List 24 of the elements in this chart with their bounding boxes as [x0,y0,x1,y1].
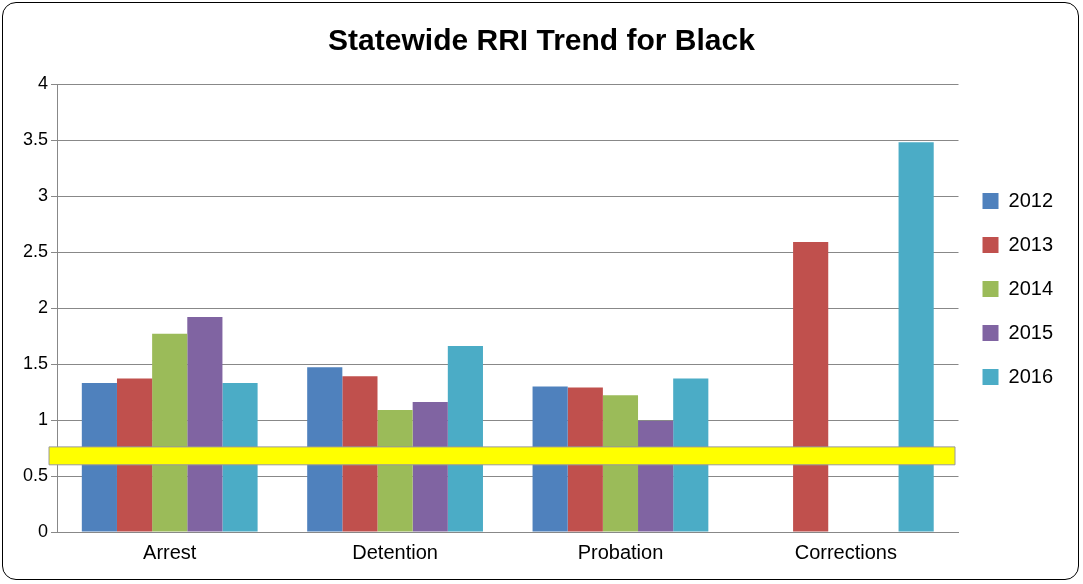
x-tick-label: Corrections [794,540,897,563]
legend-label: 2013 [1008,232,1054,255]
legend-label: 2014 [1008,276,1054,299]
chart-title: Statewide RRI Trend for Black [328,23,756,57]
y-tick-label: 1.5 [22,352,49,373]
y-tick-label: 3 [38,184,49,205]
x-tick-label: Probation [577,540,664,563]
x-tick-label: Arrest [143,540,197,563]
y-tick-label: 0.5 [22,464,49,485]
bar [898,142,934,532]
legend-label: 2012 [1008,188,1054,211]
y-tick-label: 3.5 [22,128,49,149]
bar [793,241,829,532]
y-tick-label: 0 [38,520,49,541]
y-tick-label: 2 [38,296,49,317]
y-tick-label: 1 [38,408,49,429]
legend-label: 2015 [1008,320,1054,343]
legend-label: 2016 [1008,364,1054,387]
bar [187,316,223,532]
y-tick-label: 4 [38,72,49,93]
x-tick-label: Detention [352,540,438,563]
bar [152,333,188,532]
bar [447,346,483,532]
y-tick-label: 2.5 [22,240,49,261]
